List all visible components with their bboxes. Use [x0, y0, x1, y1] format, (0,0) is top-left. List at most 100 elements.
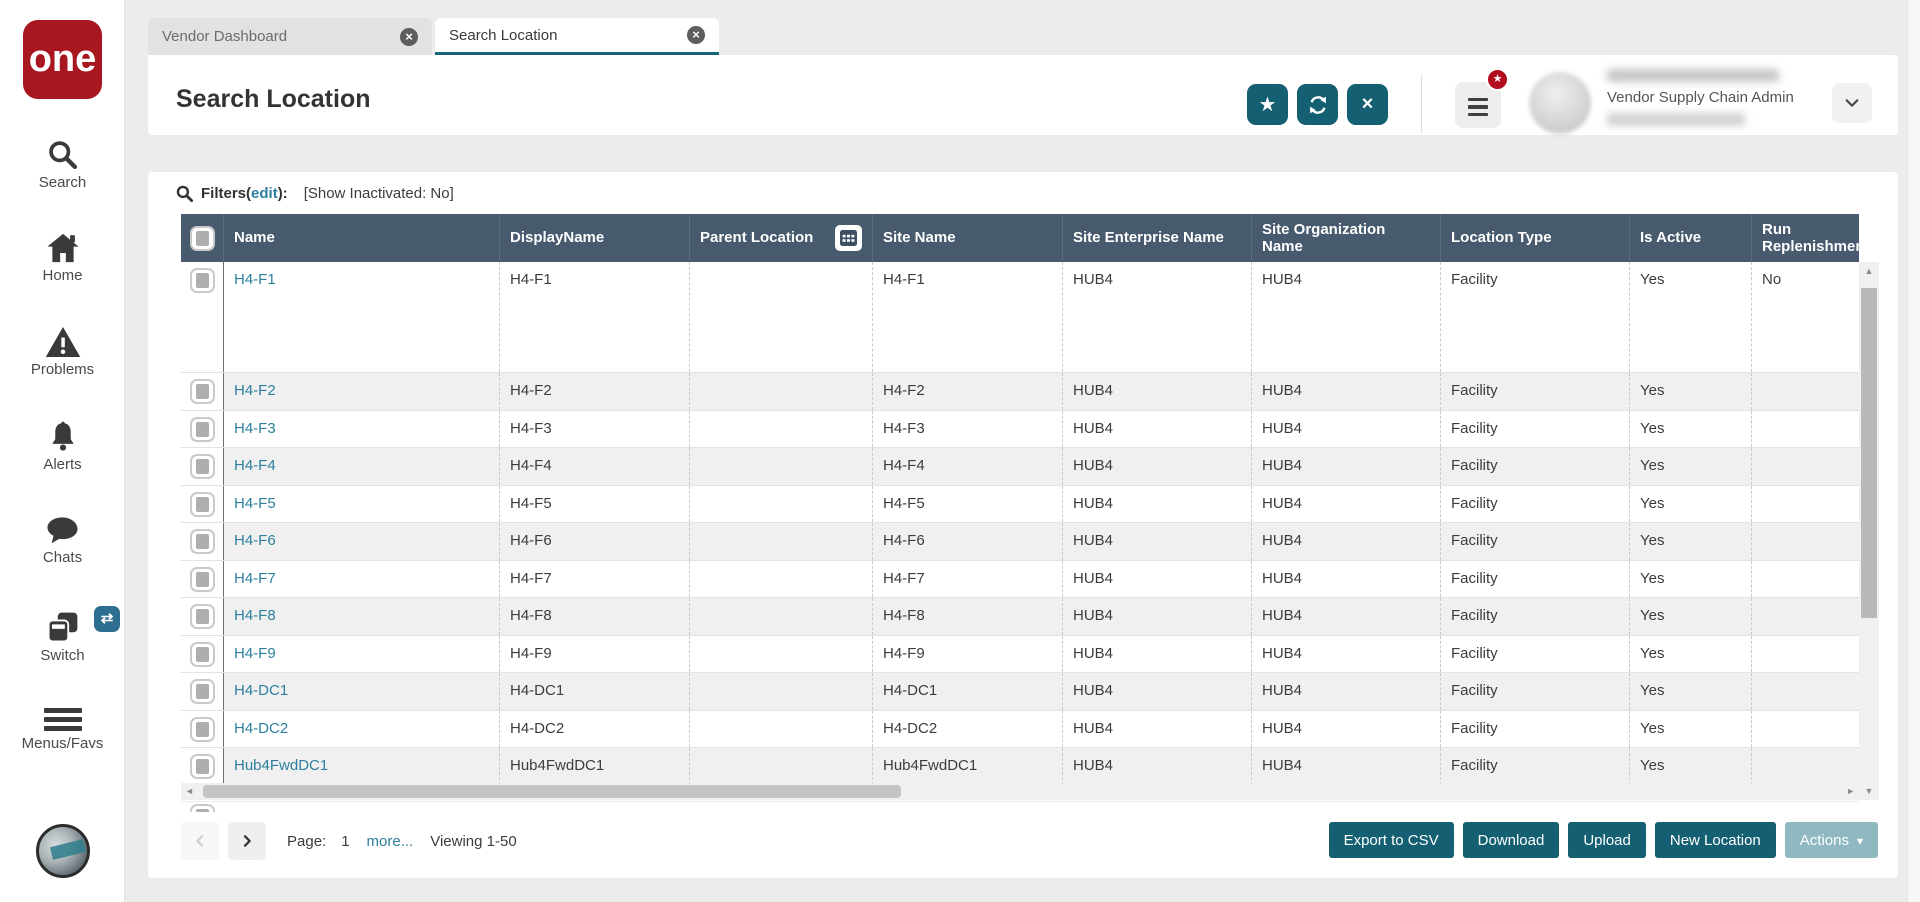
- row-checkbox[interactable]: [189, 268, 215, 293]
- row-checkbox[interactable]: [189, 529, 215, 554]
- column-header-is-active[interactable]: Is Active: [1630, 214, 1752, 262]
- table-row[interactable]: H4-F6 H4-F6 H4-F6 HUB4 HUB4 Facility Yes: [181, 523, 1859, 561]
- cell-run-replenishment: [1752, 448, 1859, 485]
- refresh-button[interactable]: [1297, 84, 1338, 125]
- parent-location-picker-icon[interactable]: [835, 225, 862, 251]
- row-select-cell: [181, 373, 224, 410]
- one-network-logo[interactable]: one: [23, 20, 102, 99]
- cell-site-name: H4-DC1: [873, 673, 1063, 710]
- location-link[interactable]: H4-F4: [234, 457, 276, 474]
- sidebar: one Search Home Problems Alerts Chats Sw…: [0, 0, 125, 902]
- row-checkbox[interactable]: [190, 804, 215, 812]
- table-row[interactable]: Hub4FwdDC1 Hub4FwdDC1 Hub4FwdDC1 HUB4 HU…: [181, 748, 1859, 783]
- location-link[interactable]: H4-F6: [234, 532, 276, 549]
- select-all-checkbox[interactable]: [189, 225, 215, 251]
- switch-badge-icon[interactable]: ⇄: [94, 606, 120, 632]
- tab-close-icon[interactable]: ×: [400, 27, 418, 46]
- sidebar-item-alerts[interactable]: Alerts: [0, 420, 125, 473]
- row-select-cell: [181, 748, 224, 783]
- next-page-button[interactable]: [228, 822, 266, 860]
- column-header-displayname[interactable]: DisplayName: [500, 214, 690, 262]
- row-checkbox[interactable]: [189, 491, 215, 517]
- new-location-button[interactable]: New Location: [1654, 822, 1776, 858]
- cell-parent-location: [690, 485, 873, 522]
- cell-site-name: H4-F2: [873, 373, 1063, 410]
- column-header-location-type[interactable]: Location Type: [1441, 214, 1630, 262]
- table-row[interactable]: H4-F8 H4-F8 H4-F8 HUB4 HUB4 Facility Yes: [181, 598, 1859, 636]
- vertical-scrollbar[interactable]: ▲ ▼: [1859, 262, 1879, 800]
- page-number[interactable]: 1: [341, 832, 350, 850]
- row-checkbox[interactable]: [189, 754, 215, 779]
- scroll-left-icon[interactable]: ◄: [185, 786, 194, 796]
- column-header-name[interactable]: Name: [224, 214, 500, 262]
- table-row[interactable]: H4-F5 H4-F5 H4-F5 HUB4 HUB4 Facility Yes: [181, 485, 1859, 523]
- column-header-run-replenishment[interactable]: Run Replenishment: [1762, 220, 1870, 255]
- scroll-right-icon[interactable]: ►: [1846, 786, 1855, 796]
- cell-name: H4-F1: [224, 262, 500, 372]
- tab-search-location[interactable]: Search Location ×: [435, 18, 719, 55]
- download-button[interactable]: Download: [1462, 822, 1560, 858]
- user-menu-button[interactable]: [1832, 83, 1872, 123]
- location-link[interactable]: H4-F5: [234, 494, 276, 512]
- table-row[interactable]: H4-F1 H4-F1 H4-F1 HUB4 HUB4 Facility Yes…: [181, 262, 1859, 373]
- location-link[interactable]: H4-F3: [234, 419, 276, 437]
- location-link[interactable]: Hub4FwdDC1: [234, 757, 329, 774]
- favorite-button[interactable]: ★: [1247, 84, 1288, 125]
- vertical-scrollbar-thumb[interactable]: [1861, 288, 1877, 618]
- sidebar-item-switch[interactable]: Switch: [0, 610, 125, 664]
- location-link[interactable]: H4-F7: [234, 569, 276, 587]
- sidebar-item-home[interactable]: Home: [0, 232, 125, 284]
- row-checkbox[interactable]: [189, 604, 215, 629]
- scroll-down-icon[interactable]: ▼: [1864, 786, 1874, 796]
- table-row[interactable]: H4-F3 H4-F3 H4-F3 HUB4 HUB4 Facility Yes: [181, 410, 1859, 448]
- table-row[interactable]: H4-F2 H4-F2 H4-F2 HUB4 HUB4 Facility Yes: [181, 373, 1859, 411]
- cell-is-active: Yes: [1630, 448, 1752, 485]
- cell-name: H4-F3: [224, 410, 500, 447]
- horizontal-scrollbar[interactable]: ◄ ►: [181, 783, 1859, 800]
- table-row[interactable]: H4-F7 H4-F7 H4-F7 HUB4 HUB4 Facility Yes: [181, 560, 1859, 598]
- sidebar-item-search[interactable]: Search: [0, 138, 125, 191]
- location-link[interactable]: H4-DC1: [234, 682, 289, 699]
- row-checkbox[interactable]: [189, 641, 215, 667]
- cell-is-active: Yes: [1630, 598, 1752, 635]
- table-row[interactable]: H4-F9 H4-F9 H4-F9 HUB4 HUB4 Facility Yes: [181, 635, 1859, 673]
- location-link[interactable]: H4-F1: [234, 271, 276, 288]
- user-avatar[interactable]: [1529, 72, 1591, 134]
- close-button[interactable]: ×: [1347, 84, 1388, 125]
- location-link[interactable]: H4-F9: [234, 644, 276, 662]
- actions-dropdown-button[interactable]: Actions ▾: [1784, 822, 1878, 858]
- search-icon: [49, 141, 78, 170]
- cell-display-name: H4-F7: [500, 560, 690, 597]
- scroll-up-icon[interactable]: ▲: [1864, 266, 1874, 276]
- previous-page-button[interactable]: [181, 822, 219, 860]
- row-checkbox[interactable]: [189, 454, 215, 479]
- tab-vendor-dashboard[interactable]: Vendor Dashboard ×: [148, 18, 432, 55]
- row-checkbox[interactable]: [189, 416, 215, 442]
- location-link[interactable]: H4-F2: [234, 382, 276, 399]
- sidebar-item-chats[interactable]: Chats: [0, 516, 125, 566]
- table-row[interactable]: H4-DC2 H4-DC2 H4-DC2 HUB4 HUB4 Facility …: [181, 710, 1859, 748]
- sidebar-item-problems[interactable]: Problems: [0, 326, 125, 378]
- profile-avatar[interactable]: [36, 824, 90, 878]
- column-header-site-enterprise-name[interactable]: Site Enterprise Name: [1063, 214, 1252, 262]
- row-checkbox[interactable]: [189, 679, 215, 704]
- more-pages-link[interactable]: more...: [366, 832, 414, 850]
- filters-edit-link[interactable]: edit: [251, 185, 278, 202]
- browser-scrollbar[interactable]: [1907, 0, 1920, 902]
- row-checkbox[interactable]: [189, 566, 215, 592]
- location-link[interactable]: H4-DC2: [234, 719, 289, 737]
- export-to-csv-button[interactable]: Export to CSV: [1328, 822, 1454, 858]
- column-header-parent-location[interactable]: Parent Location: [690, 214, 873, 262]
- row-select-cell: [181, 485, 224, 522]
- tab-close-icon[interactable]: ×: [687, 26, 705, 44]
- horizontal-scrollbar-thumb[interactable]: [203, 785, 901, 798]
- upload-button[interactable]: Upload: [1568, 822, 1646, 858]
- table-row[interactable]: H4-F4 H4-F4 H4-F4 HUB4 HUB4 Facility Yes: [181, 448, 1859, 486]
- column-header-site-organization-name[interactable]: Site Organization Name: [1252, 214, 1441, 262]
- table-row[interactable]: H4-DC1 H4-DC1 H4-DC1 HUB4 HUB4 Facility …: [181, 673, 1859, 711]
- location-link[interactable]: H4-F8: [234, 607, 276, 624]
- row-checkbox[interactable]: [189, 716, 215, 742]
- column-header-site-name[interactable]: Site Name: [873, 214, 1063, 262]
- sidebar-item-menus-favs[interactable]: Menus/Favs: [0, 708, 125, 752]
- row-checkbox[interactable]: [189, 379, 215, 404]
